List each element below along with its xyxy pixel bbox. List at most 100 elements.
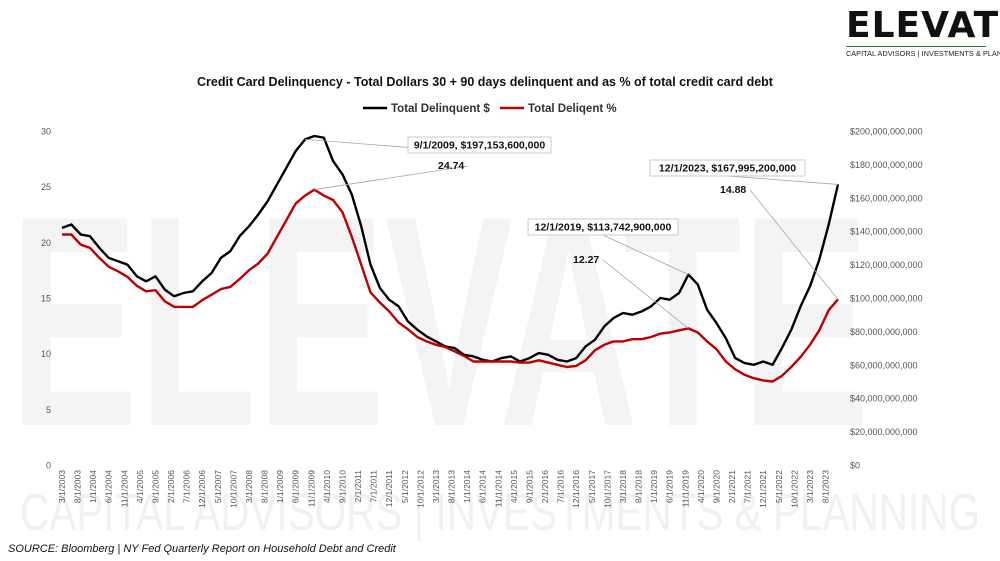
series-line-delinquent-percent	[62, 188, 839, 383]
x-axis-tick-label: 1/1/2009	[275, 470, 285, 503]
annotation-box	[649, 159, 806, 177]
logo-name: ELEVATE	[846, 5, 1000, 46]
x-axis-tick-label: 2/1/2021	[727, 470, 737, 503]
watermark-text: ELEVATE	[10, 153, 870, 489]
x-axis-tick-label: 8/1/2013	[447, 470, 457, 503]
x-axis-tick-label: 12/1/2016	[571, 470, 581, 508]
annotation-label: 12/1/2023, $167,995,200,000	[659, 163, 796, 175]
left-axis-tick-label: 10	[41, 349, 51, 359]
watermark-tagline: CAPITAL ADVISORS | INVESTMENTS & PLANNIN…	[20, 484, 980, 542]
x-axis: 3/1/2003 8/1/2003 1/1/2004 6/1/2004 11/1/200…	[57, 470, 831, 508]
x-axis-tick-label: 11/1/2009	[306, 470, 316, 507]
right-axis-tick-label: $0	[850, 461, 860, 471]
x-axis-tick-label: 5/1/2007	[213, 470, 223, 503]
x-axis-tick-label: 12/1/2011	[384, 470, 394, 507]
x-axis-tick-label: 3/1/2003	[57, 470, 67, 503]
annotation-box	[527, 218, 679, 236]
right-axis-tick-label: $40,000,000,000	[850, 394, 918, 404]
x-axis-tick-label: 1/1/2019	[649, 470, 659, 503]
watermark: ELEVATE CAPITAL ADVISORS | INVESTMENTS &…	[10, 153, 980, 542]
x-axis-tick-label: 4/1/2020	[696, 470, 706, 503]
x-axis-tick-label: 3/1/2018	[618, 470, 628, 503]
x-axis-tick-label: 5/1/2017	[587, 470, 597, 503]
x-axis-tick-label: 4/1/2005	[135, 470, 145, 503]
left-axis-tick-label: 15	[41, 294, 51, 304]
x-axis-tick-label: 9/1/2020	[711, 470, 721, 503]
x-axis-tick-label: 2/1/2016	[540, 470, 550, 503]
annotation-leader	[727, 175, 839, 185]
x-axis-tick-label: 6/1/2019	[665, 470, 675, 503]
logo: ELEVATE CAPITAL ADVISORS | INVESTMENTS &…	[846, 5, 1000, 58]
left-axis-tick-label: 20	[41, 238, 51, 248]
right-axis-tick-label: $120,000,000,000	[850, 260, 923, 270]
annotation-label: 9/1/2009, $197,153,600,000	[414, 140, 546, 152]
x-axis-tick-label: 3/1/2013	[431, 470, 441, 503]
right-axis-tick-label: $80,000,000,000	[850, 327, 918, 337]
x-axis-tick-label: 7/1/2021	[743, 470, 753, 503]
annotation-leader	[749, 189, 839, 300]
x-axis-tick-label: 11/1/2019	[680, 470, 690, 507]
x-axis-tick-label: 4/1/2015	[509, 470, 519, 503]
x-axis-tick-label: 9/1/2010	[337, 470, 347, 503]
left-axis-tick-label: 30	[41, 127, 51, 137]
legend-label-delinquent-percent: Total Deliqent %	[528, 103, 617, 115]
annotation-box	[407, 136, 552, 154]
annotation-label: 24.74	[438, 160, 464, 172]
right-axis-tick-label: $100,000,000,000	[850, 294, 923, 304]
left-axis-tick-label: 25	[41, 182, 51, 192]
x-axis-tick-label: 7/1/2016	[556, 470, 566, 503]
x-axis-tick-label: 4/1/2010	[322, 470, 332, 503]
right-axis-tick-label: $160,000,000,000	[850, 193, 923, 203]
series-line-delinquent-dollars	[61, 134, 840, 366]
x-axis-tick-label: 10/1/2022	[789, 470, 799, 508]
series-layer	[61, 134, 840, 383]
x-axis-tick-label: 12/1/2006	[197, 470, 207, 508]
x-axis-tick-label: 5/1/2012	[400, 470, 410, 503]
right-axis-tick-label: $60,000,000,000	[850, 360, 918, 370]
annotation-leader	[602, 259, 689, 329]
logo-tagline: CAPITAL ADVISORS | INVESTMENTS & PLANNIN…	[846, 46, 1000, 58]
x-axis-tick-label: 8/1/2003	[73, 470, 83, 503]
x-axis-tick-label: 3/1/2008	[244, 470, 254, 503]
x-axis-tick-label: 8/1/2008	[260, 470, 270, 503]
legend: Total Delinquent $ Total Deliqent %	[363, 103, 617, 115]
x-axis-tick-label: 11/1/2004	[119, 470, 129, 507]
left-axis-tick-label: 0	[46, 461, 51, 471]
x-axis-tick-label: 6/1/2004	[104, 470, 114, 503]
x-axis-tick-label: 7/1/2011	[369, 470, 379, 503]
x-axis-tick-label: 1/1/2014	[462, 470, 472, 503]
x-axis-tick-label: 10/1/2017	[602, 470, 612, 508]
x-axis-tick-label: 10/1/2007	[228, 470, 238, 508]
annotations: 9/1/2009, $197,153,600,000 24.74 12/1/2019…	[305, 136, 839, 329]
chart-title: Credit Card Delinquency - Total Dollars …	[197, 75, 774, 89]
x-axis-tick-label: 1/1/2004	[88, 470, 98, 503]
x-axis-tick-label: 6/1/2014	[478, 470, 488, 503]
x-axis-tick-label: 8/1/2023	[821, 470, 831, 503]
left-axis-tick-label: 5	[46, 405, 51, 415]
x-axis-tick-label: 9/1/2005	[150, 470, 160, 503]
annotation-leader	[314, 165, 469, 190]
x-axis-tick-label: 11/1/2014	[493, 470, 503, 507]
source-note: SOURCE: Bloomberg | NY Fed Quarterly Rep…	[8, 543, 396, 555]
x-axis-tick-label: 2/1/2011	[353, 470, 363, 503]
annotation-label: 14.88	[720, 184, 746, 196]
right-axis-tick-label: $140,000,000,000	[850, 227, 923, 237]
annotation-label: 12/1/2019, $113,742,900,000	[535, 222, 672, 234]
x-axis-tick-label: 5/1/2022	[774, 470, 784, 503]
right-axis-tick-label: $20,000,000,000	[850, 427, 918, 437]
x-axis-tick-label: 10/1/2012	[415, 470, 425, 508]
x-axis-tick-label: 9/1/2015	[524, 470, 534, 503]
right-axis-tick-label: $180,000,000,000	[850, 160, 923, 170]
right-axis: $0 $20,000,000,000 $40,000,000,000 $60,000,…	[850, 127, 923, 471]
left-axis: 0 5 10 15 20 25 30	[41, 127, 51, 471]
x-axis-tick-label: 2/1/2006	[166, 470, 176, 503]
legend-label-delinquent-dollars: Total Delinquent $	[391, 103, 490, 115]
x-axis-tick-label: 6/1/2009	[291, 470, 301, 503]
right-axis-tick-label: $200,000,000,000	[850, 127, 923, 137]
x-axis-tick-label: 3/1/2023	[805, 470, 815, 503]
annotation-leader	[602, 234, 689, 275]
x-axis-tick-label: 8/1/2018	[634, 470, 644, 503]
x-axis-tick-label: 12/1/2021	[758, 470, 768, 508]
x-axis-tick-label: 7/1/2006	[182, 470, 192, 503]
